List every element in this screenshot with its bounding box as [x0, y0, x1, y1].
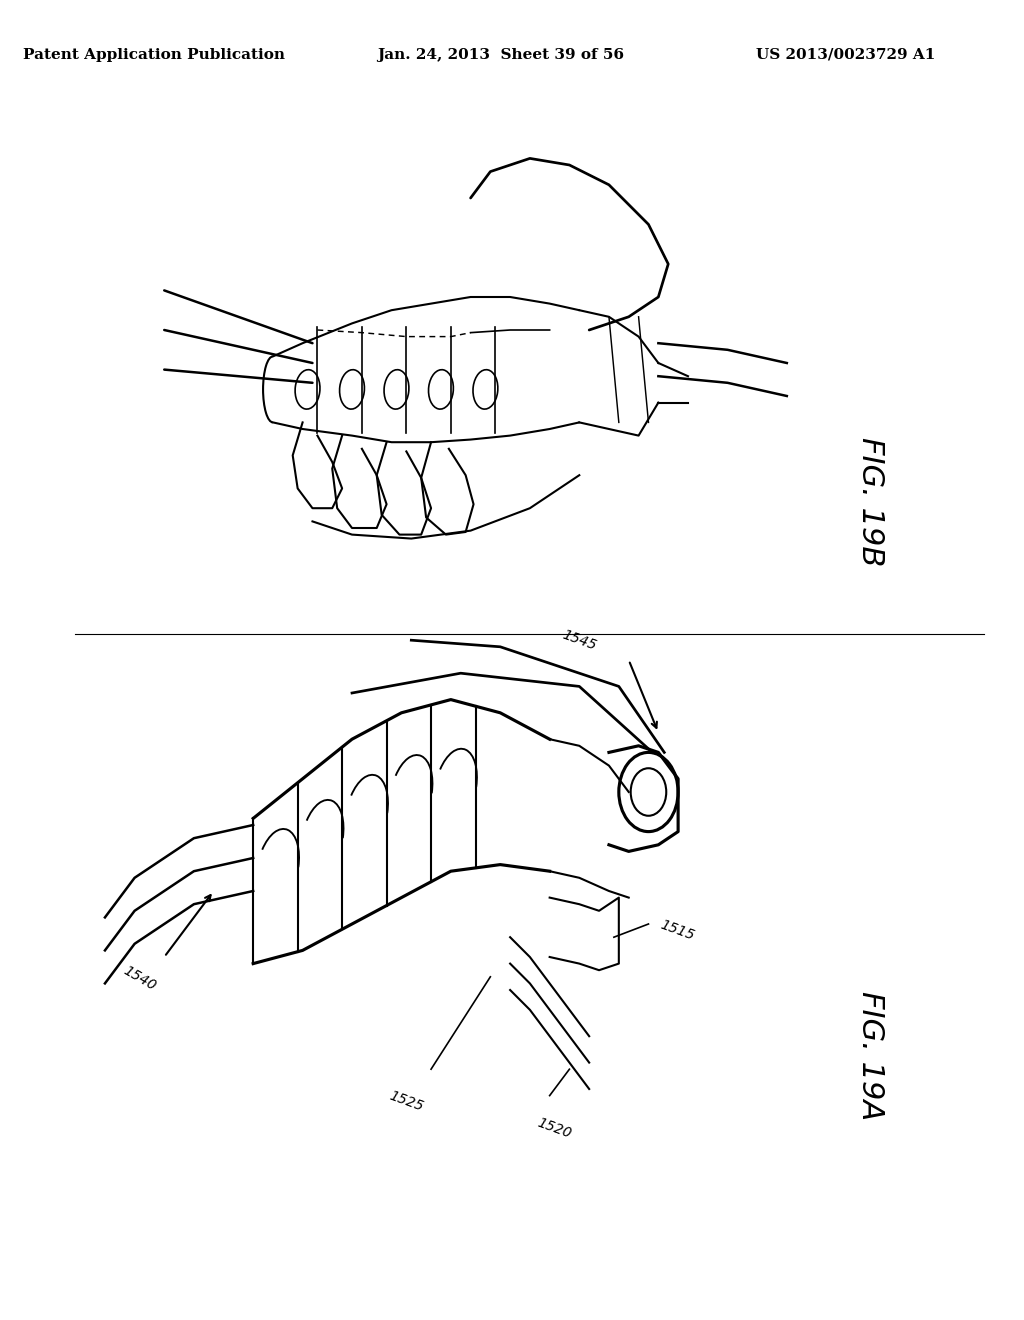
Text: FIG. 19A: FIG. 19A	[856, 991, 885, 1121]
Text: 1545: 1545	[560, 628, 598, 653]
Text: 1515: 1515	[658, 917, 696, 944]
Text: FIG. 19B: FIG. 19B	[856, 437, 885, 566]
Text: 1540: 1540	[121, 964, 159, 994]
Text: 1525: 1525	[387, 1089, 425, 1114]
Text: Jan. 24, 2013  Sheet 39 of 56: Jan. 24, 2013 Sheet 39 of 56	[377, 48, 624, 62]
Text: Patent Application Publication: Patent Application Publication	[24, 48, 286, 62]
Text: 1520: 1520	[536, 1115, 573, 1140]
Text: US 2013/0023729 A1: US 2013/0023729 A1	[757, 48, 936, 62]
